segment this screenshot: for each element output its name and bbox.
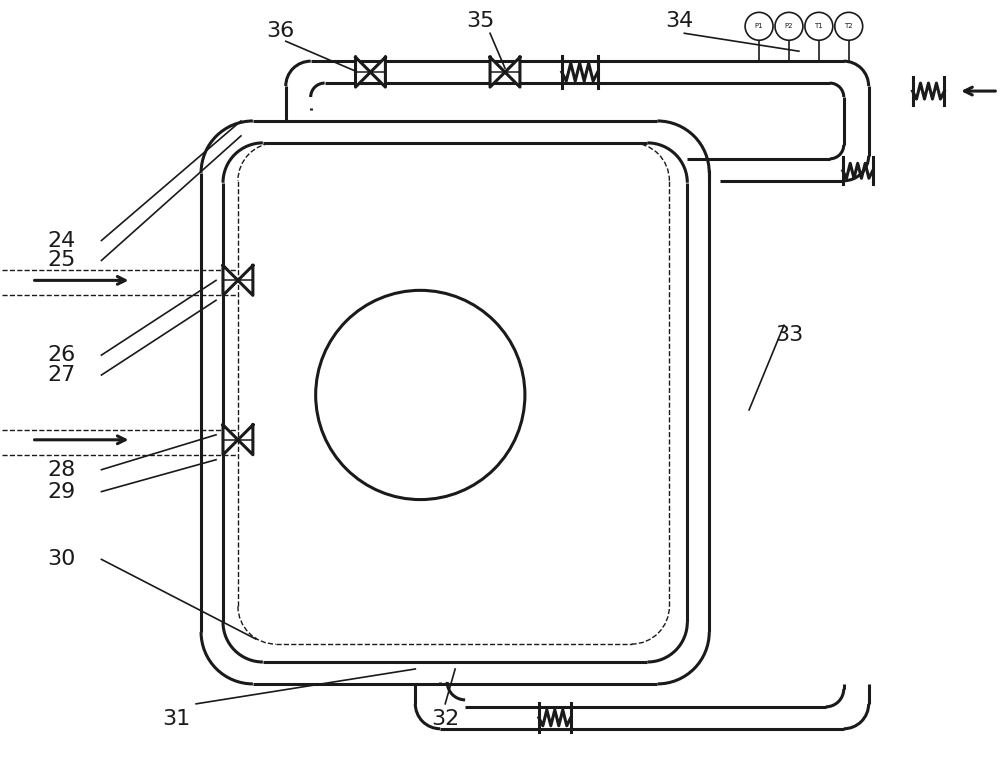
Circle shape (775, 12, 803, 40)
Text: T1: T1 (814, 23, 823, 29)
Text: 31: 31 (162, 709, 190, 728)
Text: 24: 24 (47, 230, 76, 250)
Text: P2: P2 (785, 23, 793, 29)
Circle shape (805, 12, 833, 40)
Text: 36: 36 (267, 22, 295, 42)
Polygon shape (505, 57, 520, 87)
Polygon shape (490, 57, 505, 87)
Polygon shape (356, 57, 370, 87)
Text: P1: P1 (755, 23, 763, 29)
Polygon shape (238, 425, 253, 455)
Text: 25: 25 (47, 250, 76, 270)
Polygon shape (223, 425, 238, 455)
Text: 29: 29 (47, 481, 76, 501)
Circle shape (745, 12, 773, 40)
Polygon shape (238, 266, 253, 296)
Text: 32: 32 (431, 709, 459, 728)
Text: 28: 28 (47, 460, 76, 480)
Text: 27: 27 (47, 365, 76, 385)
Polygon shape (370, 57, 385, 87)
Text: 33: 33 (775, 325, 803, 345)
Text: 26: 26 (47, 345, 76, 365)
Polygon shape (223, 266, 238, 296)
Text: 35: 35 (466, 12, 494, 32)
Text: 34: 34 (665, 12, 693, 32)
Text: 30: 30 (47, 549, 76, 569)
Circle shape (835, 12, 863, 40)
Circle shape (316, 290, 525, 500)
Text: T2: T2 (844, 23, 853, 29)
